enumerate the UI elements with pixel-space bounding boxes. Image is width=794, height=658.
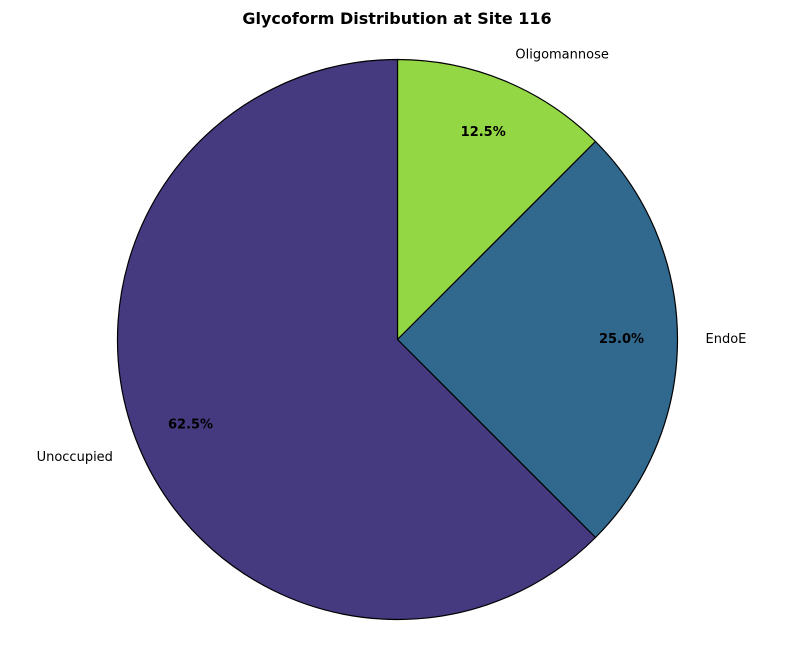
pct-label-unoccupied: 62.5%	[168, 418, 213, 433]
pct-label-endoe: 25.0%	[599, 332, 644, 347]
pie-slice-unoccupied	[116, 58, 597, 621]
slice-label-endoe: EndoE	[706, 332, 747, 347]
pie-slice-oligomannose	[396, 58, 597, 341]
slice-label-oligomannose: Oligomannose	[515, 47, 609, 62]
chart-title: Glycoform Distribution at Site 116	[242, 9, 551, 28]
pie-labels: Oligomannose 12.5% EndoE 25.0% Unoccupied 62.…	[37, 47, 747, 464]
pie-slice-endoe	[396, 140, 679, 539]
pct-label-oligomannose: 12.5%	[461, 125, 506, 140]
slice-label-unoccupied: Unoccupied	[37, 450, 113, 465]
pie-slices	[116, 58, 679, 621]
